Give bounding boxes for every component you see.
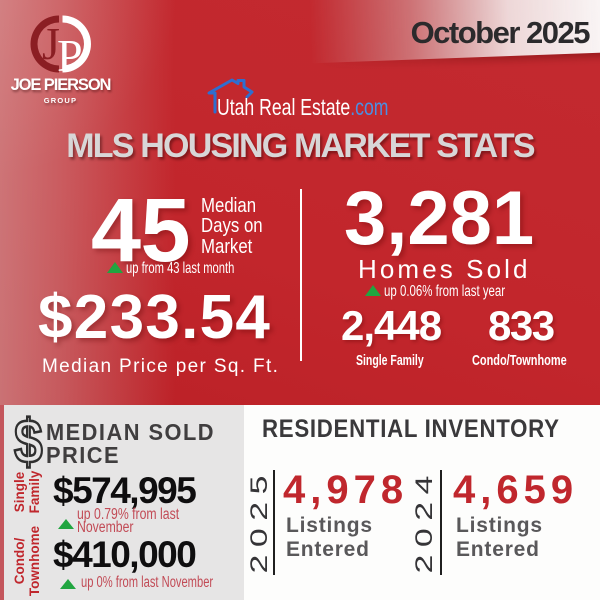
- svg-text:J: J: [42, 18, 60, 69]
- svg-text:P: P: [57, 30, 83, 79]
- svg-text:$: $: [14, 408, 43, 471]
